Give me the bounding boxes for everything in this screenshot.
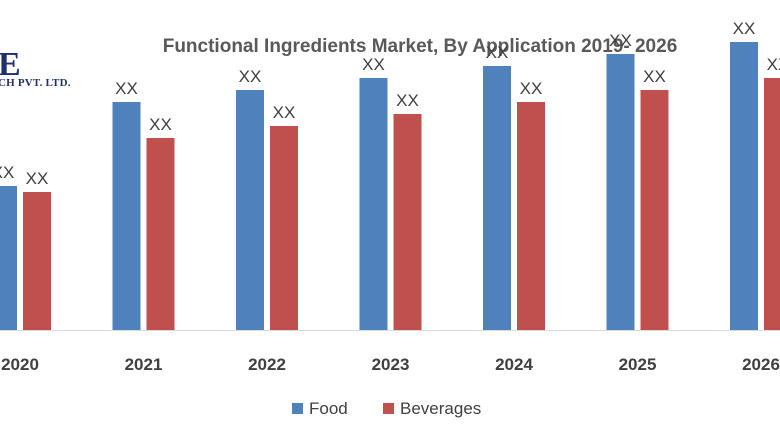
legend: Food Beverages <box>292 399 481 418</box>
data-label-food-2022: XX <box>239 67 262 86</box>
bar-food-2021 <box>112 102 141 330</box>
data-label-beverages-2025: XX <box>643 67 666 86</box>
bar-food-2023 <box>359 78 388 330</box>
data-label-beverages-2022: XX <box>273 103 296 122</box>
legend-label-beverages: Beverages <box>400 399 481 418</box>
bar-beverages-2024 <box>517 102 545 330</box>
data-label-food-2021: XX <box>115 79 138 98</box>
x-tick-label-2023: 2023 <box>372 355 410 374</box>
bar-beverages-2022 <box>270 126 298 330</box>
data-label-beverages-2020: XX <box>26 169 49 188</box>
logo-mark: E <box>0 46 21 83</box>
data-label-food-2026: XX <box>733 19 756 38</box>
data-label-food-2020: XX <box>0 163 14 182</box>
bar-food-2025 <box>606 54 635 330</box>
chart-title: Functional Ingredients Market, By Applic… <box>163 36 678 57</box>
legend-label-food: Food <box>309 399 348 418</box>
bar-beverages-2025 <box>640 90 669 330</box>
legend-swatch-food <box>292 403 303 414</box>
x-tick-label-2024: 2024 <box>495 355 533 374</box>
data-label-food-2024: XX <box>486 43 509 62</box>
data-label-food-2025: XX <box>609 31 632 50</box>
data-label-beverages-2023: XX <box>396 91 419 110</box>
bar-food-2022 <box>236 90 264 330</box>
x-tick-label-2026: 2026 <box>742 355 780 374</box>
data-label-beverages-2024: XX <box>520 79 543 98</box>
bar-beverages-2026 <box>764 78 780 330</box>
bar-beverages-2021 <box>146 138 175 330</box>
legend-swatch-beverages <box>383 403 394 414</box>
data-label-beverages-2026: XX <box>767 55 780 74</box>
x-tick-label-2020: 2020 <box>1 355 39 374</box>
x-tick-label-2025: 2025 <box>619 355 657 374</box>
x-tick-label-2021: 2021 <box>125 355 163 374</box>
company-logo: E CH PVT. LTD. <box>0 48 71 89</box>
bar-beverages-2020 <box>23 192 51 330</box>
data-label-beverages-2021: XX <box>149 115 172 134</box>
x-tick-label-2022: 2022 <box>248 355 286 374</box>
logo-text: CH PVT. LTD. <box>0 77 71 89</box>
plot-area: XX XX 2020 XX XX 2021 XX XX 2022 XX XX 2023 XX XX 2024… <box>0 19 780 374</box>
bar-beverages-2023 <box>393 114 422 330</box>
bar-food-2020 <box>0 186 17 330</box>
bar-food-2024 <box>483 66 511 330</box>
data-label-food-2023: XX <box>362 55 385 74</box>
bar-food-2026 <box>730 42 758 330</box>
